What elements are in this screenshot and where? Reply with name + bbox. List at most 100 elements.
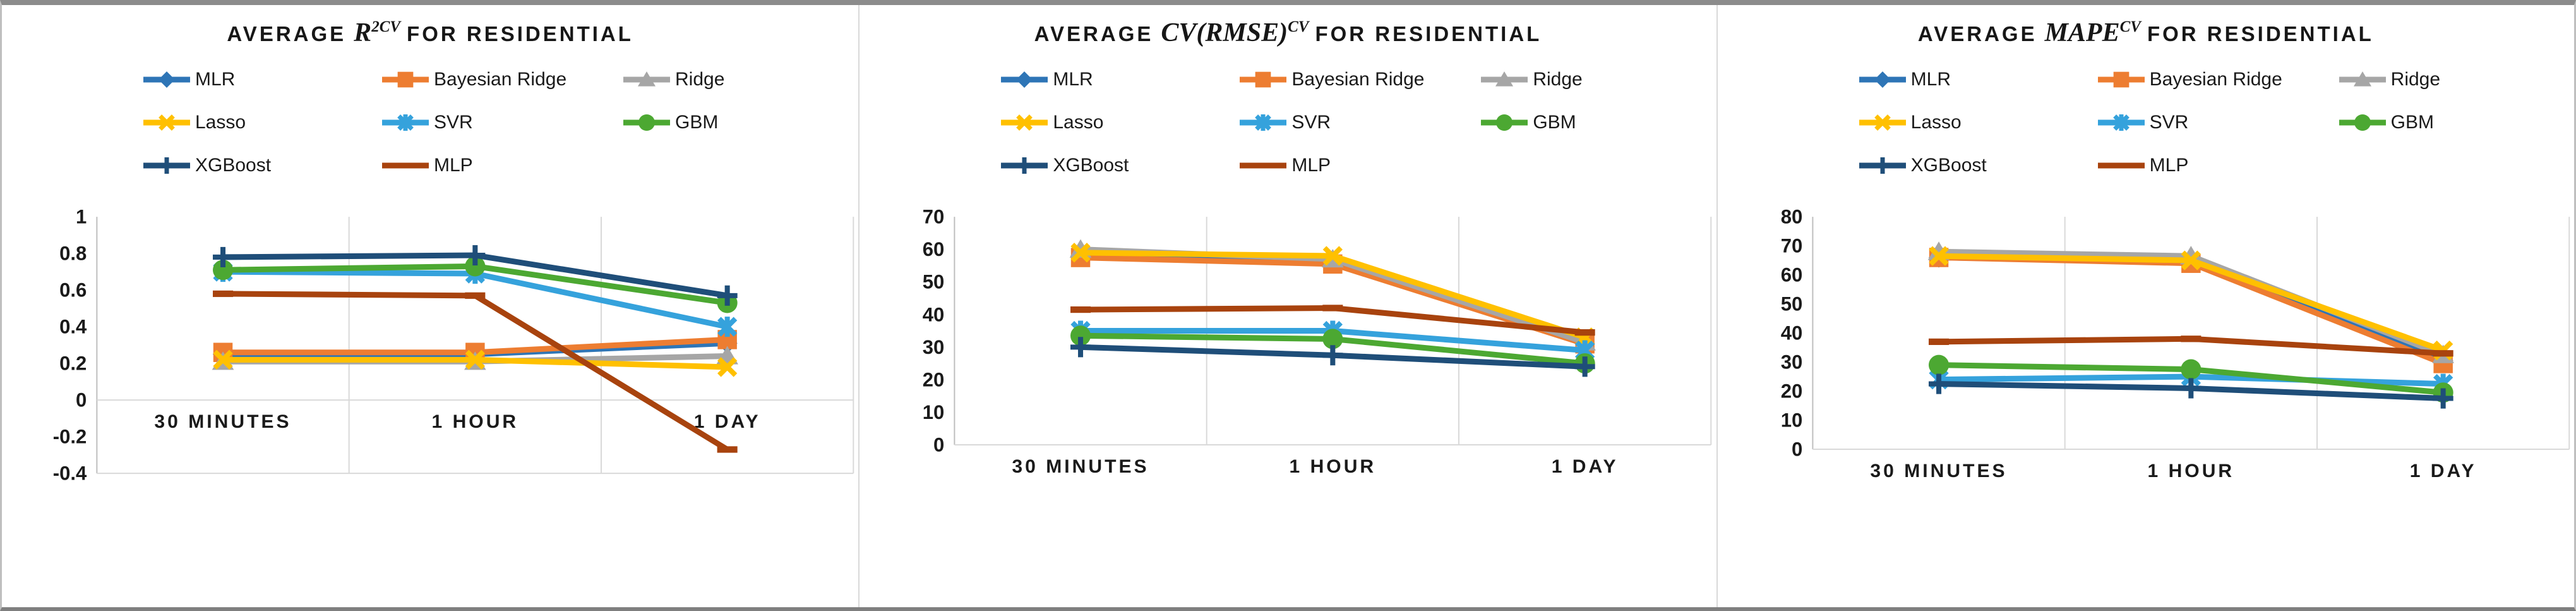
series-xgboost	[1070, 337, 1596, 377]
chart-title-cvrmse: AVERAGE CV(RMSE)CV FOR RESIDENTIAL	[860, 5, 1716, 54]
legend-label: GBM	[675, 112, 719, 133]
legend-label: SVR	[2149, 112, 2189, 133]
xgboost-marker-icon	[1859, 157, 1906, 174]
legend-label: MLR	[1910, 69, 1951, 90]
mlp-marker-icon	[2097, 162, 2145, 169]
legend: MLR Bayesian Ridge Ridge Lasso SVR GBM XGBoost…	[1858, 63, 2574, 182]
legend-item-mlr: MLR	[1000, 63, 1238, 96]
ridge-marker-icon	[2339, 71, 2386, 87]
gbm-marker-icon	[623, 114, 670, 131]
svr-marker-icon	[1240, 114, 1287, 131]
legend-item-gbm: GBM	[2338, 106, 2574, 139]
bayesian-ridge-marker-icon	[1240, 71, 1287, 88]
legend-label: Bayesian Ridge	[2149, 69, 2282, 90]
legend-label: Bayesian Ridge	[434, 69, 567, 90]
legend: MLR Bayesian Ridge Ridge Lasso SVR GBM XGBoost…	[142, 63, 858, 182]
mlr-marker-icon	[1001, 71, 1048, 88]
legend-label: Bayesian Ridge	[1291, 69, 1425, 90]
legend-item-gbm: GBM	[622, 106, 858, 139]
legend-item-bayesian-ridge: Bayesian Ridge	[1238, 63, 1480, 96]
legend-label: SVR	[434, 112, 473, 133]
legend-item-ridge: Ridge	[622, 63, 858, 96]
x-category-label: 30 MINUTES	[154, 411, 291, 432]
mlp-marker-icon	[382, 162, 429, 169]
y-tick-label: 60	[1780, 264, 1802, 286]
legend-label: GBM	[1533, 112, 1576, 133]
legend-label: Lasso	[1910, 112, 1962, 133]
plot-area: 80 70 60 50 40 30 20 10 0 30 MINUTES 1 HOUR 1 DAY	[1780, 206, 2570, 481]
legend-item-mlr: MLR	[1858, 63, 2097, 96]
legend-label: MLP	[434, 155, 473, 176]
mlr-marker-icon	[143, 71, 190, 88]
legend-label: Lasso	[1053, 112, 1104, 133]
legend-item-ridge: Ridge	[2338, 63, 2574, 96]
x-category-label: 1 HOUR	[432, 411, 519, 432]
title-suffix: FOR RESIDENTIAL	[2147, 22, 2374, 45]
legend-label: XGBoost	[1910, 155, 1987, 176]
chart-panel-mape: AVERAGE MAPECV FOR RESIDENTIAL MLR Bayesian…	[1717, 5, 2574, 607]
series-lasso	[213, 349, 738, 377]
y-tick-label: 40	[1780, 322, 1802, 344]
y-tick-label: -0.4	[53, 463, 87, 485]
legend-item-xgboost: XGBoost	[142, 149, 381, 182]
y-tick-label: 1	[76, 206, 87, 228]
x-category-label: 1 DAY	[1552, 456, 1619, 477]
y-tick-label: 0	[1792, 439, 1802, 461]
plot-area: 70 60 50 40 30 20 10 0 30 MINUTES 1 HOUR 1 DAY	[923, 206, 1712, 477]
mlr-marker-icon	[1859, 71, 1906, 88]
legend-item-mlp: MLP	[381, 149, 622, 182]
x-axis-category-labels: 30 MINUTES 1 HOUR 1 DAY	[1870, 461, 2474, 481]
legend-label: MLP	[1291, 155, 1331, 176]
x-category-label: 1 HOUR	[1290, 456, 1377, 477]
legend-item-mlp: MLP	[2097, 149, 2338, 182]
legend-item-lasso: Lasso	[1858, 106, 2097, 139]
y-tick-label: 30	[923, 336, 945, 358]
y-tick-label: 70	[1780, 235, 1802, 257]
title-math-term: R	[354, 18, 372, 47]
mlp-marker-icon	[1240, 162, 1287, 169]
series-mlp	[212, 290, 738, 453]
gbm-marker-icon	[1481, 114, 1528, 131]
title-math-term: MAPE	[2044, 18, 2120, 47]
title-prefix: AVERAGE	[1917, 22, 2037, 45]
title-prefix: AVERAGE	[227, 22, 347, 45]
bayesian-ridge-marker-icon	[382, 71, 429, 88]
legend-label: MLR	[1053, 69, 1093, 90]
y-tick-label: 50	[1780, 293, 1802, 315]
y-tick-label: 0.4	[59, 316, 87, 338]
title-suffix: FOR RESIDENTIAL	[407, 22, 633, 45]
y-tick-label: 0.8	[59, 243, 87, 265]
title-suffix: FOR RESIDENTIAL	[1315, 22, 1542, 45]
series-mlp	[1928, 336, 2453, 357]
y-tick-label: 0	[76, 389, 87, 411]
svr-marker-icon	[382, 114, 429, 131]
title-superscript: CV	[2119, 18, 2141, 35]
xgboost-marker-icon	[1001, 157, 1048, 174]
legend-label: Ridge	[1533, 69, 1583, 90]
series-bayesian-ridge	[1929, 248, 2453, 373]
y-tick-label: 10	[1780, 409, 1802, 432]
legend-item-svr: SVR	[381, 106, 622, 139]
legend-item-mlr: MLR	[142, 63, 381, 96]
series-xgboost	[1928, 373, 2453, 409]
title-prefix: AVERAGE	[1034, 22, 1154, 45]
y-tick-label: 40	[923, 303, 945, 325]
x-axis-category-labels: 30 MINUTES 1 HOUR 1 DAY	[154, 411, 758, 432]
y-axis-tick-labels: 70 60 50 40 30 20 10 0	[923, 206, 945, 456]
x-category-label: 1 HOUR	[2147, 461, 2234, 481]
legend-label: MLR	[195, 69, 236, 90]
legend-item-mlp: MLP	[1238, 149, 1480, 182]
legend-label: Lasso	[195, 112, 246, 133]
legend-item-lasso: Lasso	[1000, 106, 1238, 139]
legend-label: XGBoost	[1053, 155, 1129, 176]
ridge-marker-icon	[623, 71, 670, 87]
x-category-label: 30 MINUTES	[1870, 461, 2007, 481]
series-xgboost	[212, 245, 738, 306]
series-mlp	[1070, 305, 1596, 336]
x-category-label: 30 MINUTES	[1012, 456, 1149, 477]
title-math-term: CV(RMSE)	[1161, 18, 1288, 47]
y-tick-label: 70	[923, 206, 945, 228]
y-tick-label: 0	[933, 434, 944, 456]
y-tick-label: 0.2	[59, 353, 87, 375]
